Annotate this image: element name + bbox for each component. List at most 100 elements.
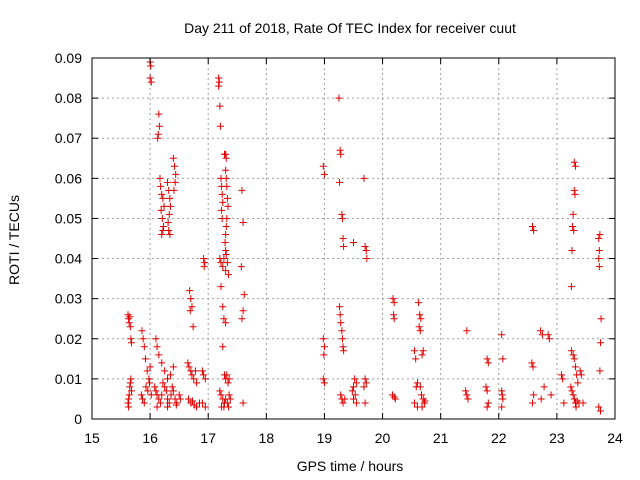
data-point	[319, 162, 327, 170]
data-point	[567, 347, 575, 355]
data-point	[570, 158, 578, 166]
data-point	[225, 375, 233, 383]
data-point	[483, 355, 491, 363]
data-point	[413, 379, 421, 387]
data-point	[545, 335, 553, 343]
data-point	[198, 367, 206, 375]
data-point	[498, 331, 506, 339]
data-point	[337, 391, 345, 399]
data-point	[126, 383, 134, 391]
data-point	[339, 399, 347, 407]
data-point	[155, 110, 163, 118]
data-point	[155, 122, 163, 130]
data-point	[569, 391, 577, 399]
data-point	[570, 226, 578, 234]
data-point	[569, 210, 577, 218]
data-point	[186, 307, 194, 315]
data-point	[165, 210, 173, 218]
data-point	[482, 383, 490, 391]
data-point	[223, 214, 231, 222]
data-point	[187, 295, 195, 303]
data-point	[530, 391, 538, 399]
data-point	[595, 263, 603, 271]
data-point	[577, 371, 585, 379]
data-point	[362, 379, 370, 387]
data-point	[544, 331, 552, 339]
data-point	[147, 78, 155, 86]
data-point	[499, 355, 507, 363]
data-point	[568, 247, 576, 255]
data-point	[201, 403, 209, 411]
data-point	[145, 375, 153, 383]
data-point	[126, 323, 134, 331]
data-point	[484, 359, 492, 367]
data-point	[161, 367, 169, 375]
chart-title: Day 211 of 2018, Rate Of TEC Index for r…	[184, 20, 516, 36]
data-point	[464, 395, 472, 403]
data-point	[159, 194, 167, 202]
data-point	[164, 178, 172, 186]
data-point	[558, 371, 566, 379]
data-point	[167, 391, 175, 399]
data-point	[142, 383, 150, 391]
data-point	[463, 327, 471, 335]
y-tick-label: 0.03	[55, 291, 82, 307]
data-point	[127, 335, 135, 343]
data-point	[569, 222, 577, 230]
data-point	[172, 170, 180, 178]
data-point	[219, 263, 227, 271]
data-point	[222, 230, 230, 238]
data-point	[169, 154, 177, 162]
data-point	[140, 399, 148, 407]
data-point	[127, 375, 135, 383]
data-point	[164, 403, 172, 411]
data-point	[320, 351, 328, 359]
data-point	[215, 82, 223, 90]
data-point	[137, 391, 145, 399]
x-tick-label: 24	[607, 430, 623, 446]
data-point	[158, 190, 166, 198]
data-point	[158, 214, 166, 222]
data-point	[238, 315, 246, 323]
plot-frame	[91, 57, 616, 420]
data-point	[165, 226, 173, 234]
y-axis-label: ROTI / TECUs	[6, 195, 22, 285]
data-point	[223, 259, 231, 267]
data-point	[351, 391, 359, 399]
data-point	[239, 218, 247, 226]
data-point	[155, 351, 163, 359]
data-point	[411, 347, 419, 355]
data-point	[161, 383, 169, 391]
data-point	[125, 319, 133, 327]
data-point	[335, 94, 343, 102]
data-point	[361, 399, 369, 407]
x-tick-labels: 15 16 17 18 19 20 21 22 23 24	[84, 430, 623, 446]
data-point	[567, 383, 575, 391]
x-tick-label: 17	[200, 430, 216, 446]
data-point	[340, 243, 348, 251]
data-point	[154, 134, 162, 142]
data-point	[336, 311, 344, 319]
data-point	[571, 190, 579, 198]
data-point	[596, 407, 604, 415]
data-point	[153, 343, 161, 351]
data-point	[169, 363, 177, 371]
x-tick-label: 16	[142, 430, 158, 446]
data-point	[125, 391, 133, 399]
data-point	[141, 355, 149, 363]
data-point	[155, 395, 163, 403]
data-point	[567, 283, 575, 291]
data-point	[157, 399, 165, 407]
data-point	[483, 387, 491, 395]
data-point	[352, 399, 360, 407]
data-point	[417, 391, 425, 399]
data-point	[498, 387, 506, 395]
data-point	[162, 387, 170, 395]
data-point	[143, 367, 151, 375]
data-point	[595, 235, 603, 242]
data-point	[415, 323, 423, 331]
data-point	[595, 247, 603, 255]
data-point	[175, 391, 183, 399]
data-point	[350, 383, 357, 391]
